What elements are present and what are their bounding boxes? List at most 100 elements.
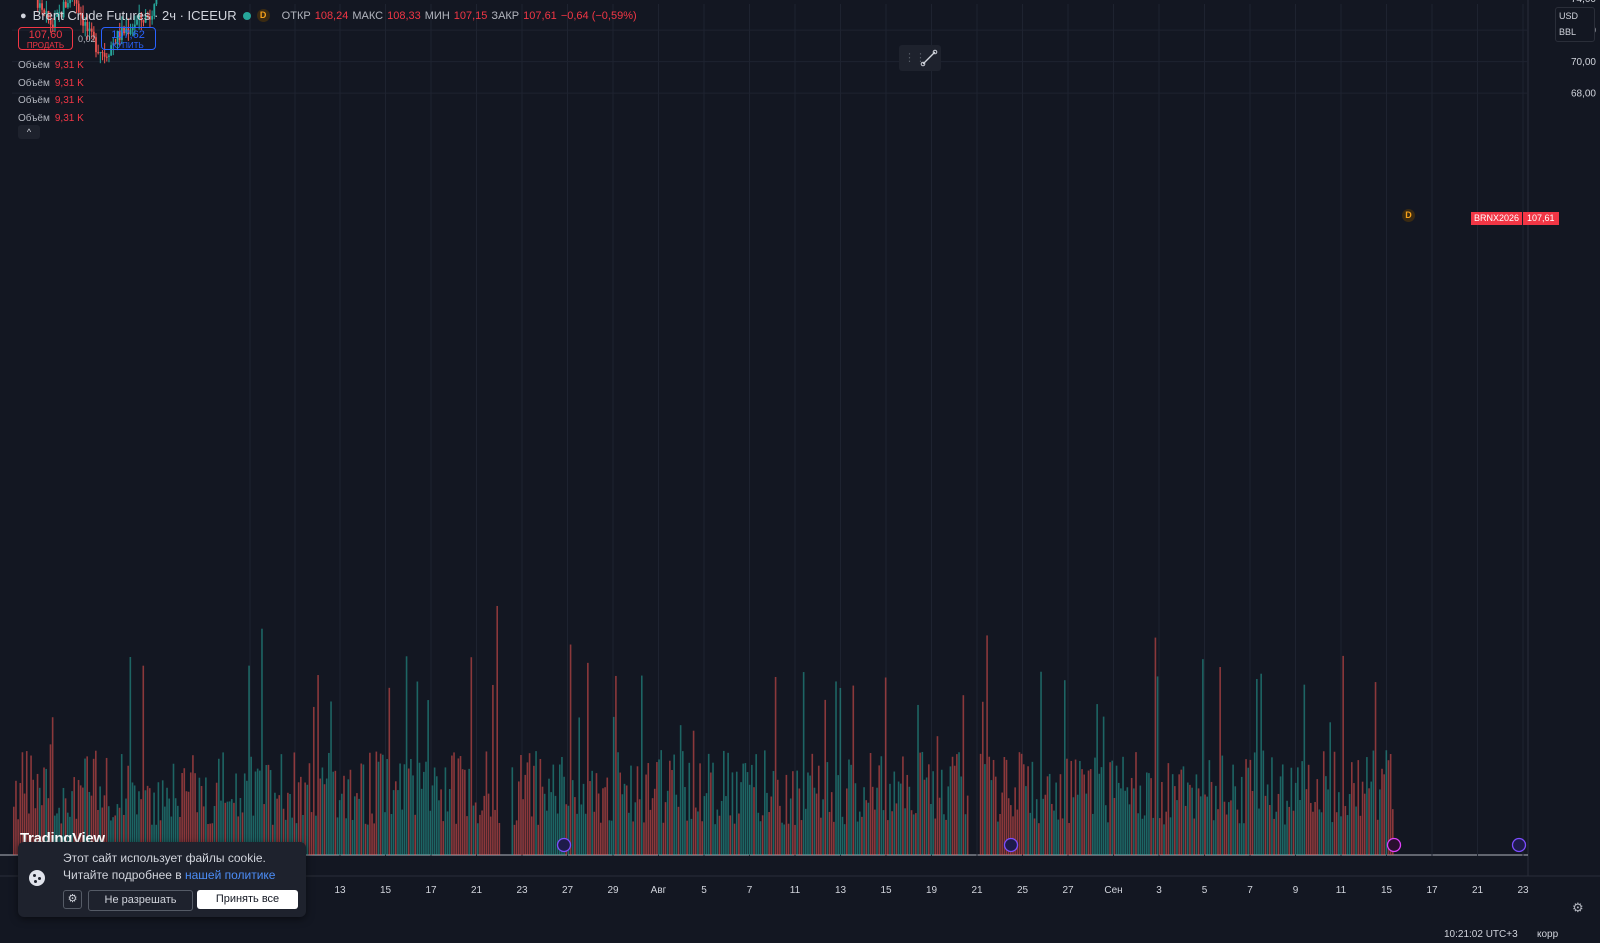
volume-bar	[138, 791, 140, 855]
volume-bar	[994, 776, 997, 855]
currency-code: USD	[1559, 11, 1579, 21]
volume-bar	[705, 793, 708, 855]
drag-handle-icon[interactable]: ⋮⋮	[904, 52, 926, 64]
volume-bar	[787, 823, 790, 855]
volume-bar	[453, 752, 455, 855]
volume-bar	[962, 695, 965, 855]
volume-bar	[938, 797, 941, 855]
volume-bar	[483, 795, 486, 855]
volume-bar	[457, 758, 460, 855]
clock-display[interactable]: 10:21:02 UTC+3	[1444, 929, 1518, 940]
volume-bar	[1005, 759, 1008, 855]
volume-bar	[1346, 815, 1349, 855]
volume-bar	[1227, 802, 1230, 855]
volume-bar	[526, 762, 529, 855]
volume-bar	[1092, 813, 1094, 855]
deny-cookies-button[interactable]: Не разрешать	[88, 890, 193, 911]
volume-bar	[1122, 756, 1124, 855]
volume-bar	[105, 757, 108, 855]
volume-bar	[129, 657, 132, 855]
volume-bar	[828, 811, 831, 855]
volume-bar	[17, 819, 19, 855]
candle-body	[133, 24, 136, 28]
volume-bar	[116, 804, 119, 855]
volume-indicator[interactable]: Объём 9,31 K	[18, 75, 84, 93]
volume-bar	[300, 776, 302, 855]
volume-bar	[304, 782, 306, 855]
volume-bar	[183, 768, 186, 855]
volume-bar	[1001, 792, 1003, 855]
trend-line-icon[interactable]	[920, 49, 938, 67]
volume-bar	[99, 786, 101, 855]
volume-bar	[276, 798, 278, 855]
volume-bar	[384, 812, 386, 855]
volume-bar	[215, 782, 218, 855]
accept-cookies-button[interactable]: Принять все	[197, 890, 298, 909]
volume-bar	[474, 802, 477, 855]
candle-body	[41, 3, 43, 10]
volume-bar	[835, 681, 837, 855]
volume-bar	[880, 756, 883, 855]
volume-bar	[768, 812, 770, 855]
volume-bar	[1191, 787, 1193, 855]
volume-bar	[75, 818, 78, 855]
candle-body	[108, 55, 110, 57]
volume-bar	[353, 796, 356, 855]
volume-bar	[1007, 798, 1010, 855]
volume-bar	[1202, 659, 1204, 855]
volume-bar	[904, 808, 906, 855]
dividend-marker-icon[interactable]: D	[1402, 209, 1415, 222]
adjustment-toggle[interactable]: корр	[1537, 929, 1559, 940]
buy-button[interactable]: 107,62 КУПИТЬ	[100, 27, 156, 50]
drawing-toolbar[interactable]: ⋮⋮	[899, 45, 941, 71]
currency-selector[interactable]: USD BBL	[1555, 7, 1595, 42]
volume-bar	[259, 770, 261, 855]
volume-bar	[1195, 774, 1198, 855]
volume-bar	[492, 684, 494, 855]
price-tag-value: 107,61	[1523, 212, 1559, 225]
volume-bar	[228, 801, 231, 855]
volume-bar	[1247, 767, 1250, 855]
volume-bar	[58, 807, 60, 855]
volume-bar	[397, 790, 399, 855]
volume-bar	[800, 820, 803, 855]
volume-bar	[662, 822, 665, 855]
volume-bar	[623, 783, 626, 855]
volume-bar	[369, 752, 371, 855]
volume-bar	[375, 751, 378, 855]
privacy-policy-link[interactable]: нашей политике	[184, 868, 276, 882]
open-value: 108,24	[314, 9, 349, 22]
volume-bar	[317, 675, 319, 855]
cookie-settings-icon[interactable]: ⚙	[63, 890, 82, 909]
volume-bar	[418, 762, 421, 855]
volume-bar	[284, 819, 287, 855]
collapse-indicators-button[interactable]: ^	[18, 125, 40, 139]
symbol-title[interactable]: Brent Crude Futures · 2ч · ICEEUR	[32, 8, 237, 23]
candle-body	[125, 28, 128, 34]
volume-bar	[1178, 774, 1180, 855]
volume-bar	[1137, 813, 1139, 855]
volume-bar	[174, 798, 177, 855]
sell-button[interactable]: 107,60 ПРОДАТЬ	[18, 27, 73, 50]
volume-indicator[interactable]: Объём 9,31 K	[18, 92, 84, 110]
volume-bar	[487, 793, 490, 855]
candle-body	[136, 19, 138, 25]
time-tick-label: 17	[1426, 885, 1438, 896]
volume-bar	[308, 763, 311, 855]
volume-indicator[interactable]: Объём 9,31 K	[18, 57, 84, 75]
volume-bar	[64, 798, 67, 855]
candle-body	[129, 30, 132, 34]
volume-bar	[23, 793, 26, 855]
volume-bar	[889, 783, 891, 855]
volume-bar	[373, 823, 375, 855]
chart-settings-icon[interactable]: ⚙	[1572, 900, 1584, 915]
volume-bar	[476, 823, 479, 855]
volume-bar	[677, 806, 680, 855]
volume-indicator[interactable]: Объём 9,31 K	[18, 110, 84, 128]
volume-bar	[725, 796, 727, 855]
volume-bar	[1385, 750, 1388, 855]
candle-body	[103, 53, 106, 57]
volume-bar	[30, 755, 32, 855]
candle-body	[51, 24, 54, 28]
